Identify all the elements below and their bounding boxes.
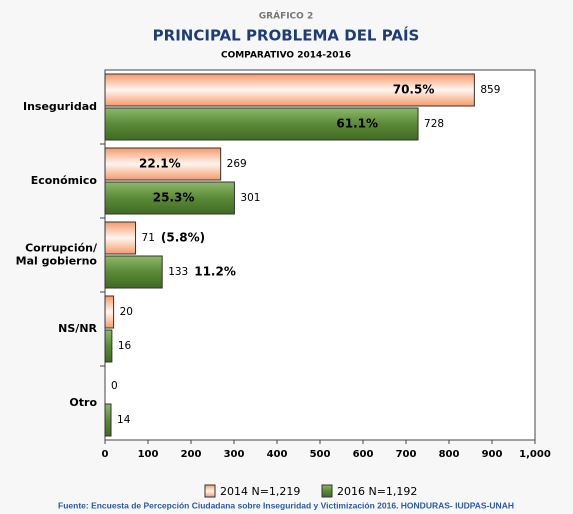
- value-label: 859: [480, 84, 500, 96]
- x-tick-label: 400: [267, 449, 288, 460]
- x-tick-label: 1,000: [519, 449, 551, 460]
- percent-label: 11.2%: [194, 265, 236, 279]
- legend-label: 2016 N=1,192: [337, 485, 417, 498]
- chart-title: PRINCIPAL PROBLEMA DEL PAÍS: [153, 26, 420, 45]
- x-tick-label: 900: [482, 449, 503, 460]
- x-tick-label: 800: [439, 449, 460, 460]
- x-tick-label: 600: [353, 449, 374, 460]
- x-tick-label: 0: [102, 449, 109, 460]
- legend-swatch: [204, 484, 216, 498]
- value-label: 16: [118, 340, 132, 352]
- source: Fuente: Encuesta de Percepción Ciudadana…: [58, 500, 514, 510]
- x-tick-label: 200: [181, 449, 202, 460]
- bar: [104, 73, 475, 107]
- percent-label: 22.1%: [139, 157, 181, 171]
- y-tick-label: NS/NR: [58, 322, 97, 335]
- value-label: 728: [424, 118, 444, 130]
- value-label: 71: [142, 232, 155, 244]
- value-label: 20: [120, 306, 133, 318]
- x-tick-label: 300: [224, 449, 245, 460]
- x-tick-label: 500: [310, 449, 331, 460]
- value-label: 301: [240, 192, 260, 204]
- percent-label: (5.8%): [161, 231, 205, 245]
- value-label: 269: [227, 158, 247, 170]
- bar: [104, 181, 235, 215]
- percent-label: 70.5%: [393, 83, 435, 97]
- legend-label: 2014 N=1,219: [220, 485, 300, 498]
- y-tick-label: Inseguridad: [23, 100, 97, 113]
- value-label: 0: [111, 380, 118, 392]
- percent-label: 61.1%: [336, 117, 378, 131]
- bar: [104, 221, 137, 255]
- bar: [104, 329, 113, 363]
- x-tick-label: 100: [138, 449, 159, 460]
- bar: [104, 403, 112, 437]
- x-tick-label: 700: [396, 449, 417, 460]
- bar: [104, 147, 222, 181]
- percent-label: 25.3%: [153, 191, 195, 205]
- subtitle: COMPARATIVO 2014-2016: [221, 51, 351, 61]
- y-tick-label: Otro: [69, 396, 97, 409]
- value-label: 133: [168, 266, 188, 278]
- legend-swatch: [321, 484, 333, 498]
- value-label: 14: [117, 414, 131, 426]
- bar: [104, 255, 163, 289]
- bar: [104, 107, 419, 141]
- y-tick-label: Económico: [31, 174, 98, 187]
- supertitle: GRÁFICO 2: [259, 10, 313, 22]
- bar: [104, 295, 115, 329]
- y-tick-label: Corrupción/Mal gobierno: [16, 242, 98, 268]
